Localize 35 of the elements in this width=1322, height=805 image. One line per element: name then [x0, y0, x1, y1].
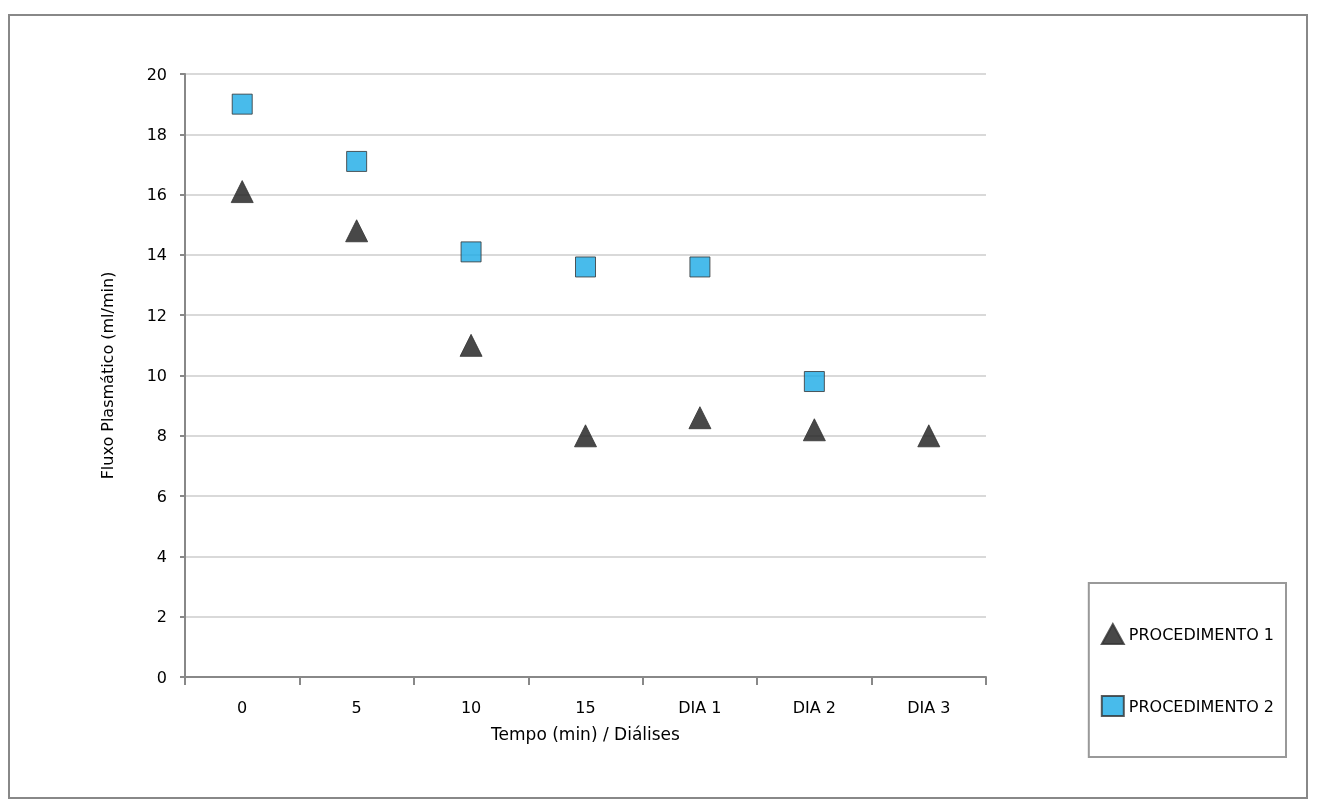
x-tick-label: 15 [575, 697, 596, 717]
point [688, 406, 712, 430]
x-tick-label: DIA 3 [907, 697, 951, 717]
x-axis-title: Tempo (min) / Diálises [490, 723, 681, 744]
point [460, 241, 482, 263]
y-tick-label: 10 [146, 366, 167, 385]
x-tick-label: DIA 1 [678, 697, 722, 717]
y-tick-label: 8 [156, 426, 167, 446]
point [689, 256, 711, 278]
legend-label: PROCEDIMENTO 2 [1128, 696, 1275, 716]
point [230, 180, 254, 204]
legend-label: PROCEDIMENTO 1 [1128, 624, 1275, 644]
y-tick-label: 6 [156, 486, 167, 506]
y-tick-label: 12 [146, 305, 167, 325]
y-tick-label: 0 [156, 667, 167, 687]
point [802, 418, 826, 442]
y-tick-label: 4 [156, 546, 167, 566]
point [346, 150, 368, 172]
point [574, 424, 597, 448]
y-tick-label: 20 [146, 64, 167, 84]
y-axis-title: Fluxo Plasmático (ml/min) [97, 271, 117, 480]
y-tick-label: 14 [146, 245, 167, 265]
x-tick-label: 0 [237, 697, 248, 717]
point [459, 333, 483, 357]
x-tick-label: DIA 2 [792, 697, 836, 717]
x-tick-label: 10 [460, 697, 482, 717]
point [345, 219, 369, 243]
y-tick-label: 18 [146, 124, 167, 144]
point [917, 424, 941, 448]
point [803, 371, 825, 393]
x-tick-label: 5 [351, 697, 362, 717]
point [231, 93, 253, 115]
point [575, 256, 596, 278]
y-tick-label: 2 [156, 607, 167, 627]
y-tick-label: 16 [146, 185, 167, 205]
